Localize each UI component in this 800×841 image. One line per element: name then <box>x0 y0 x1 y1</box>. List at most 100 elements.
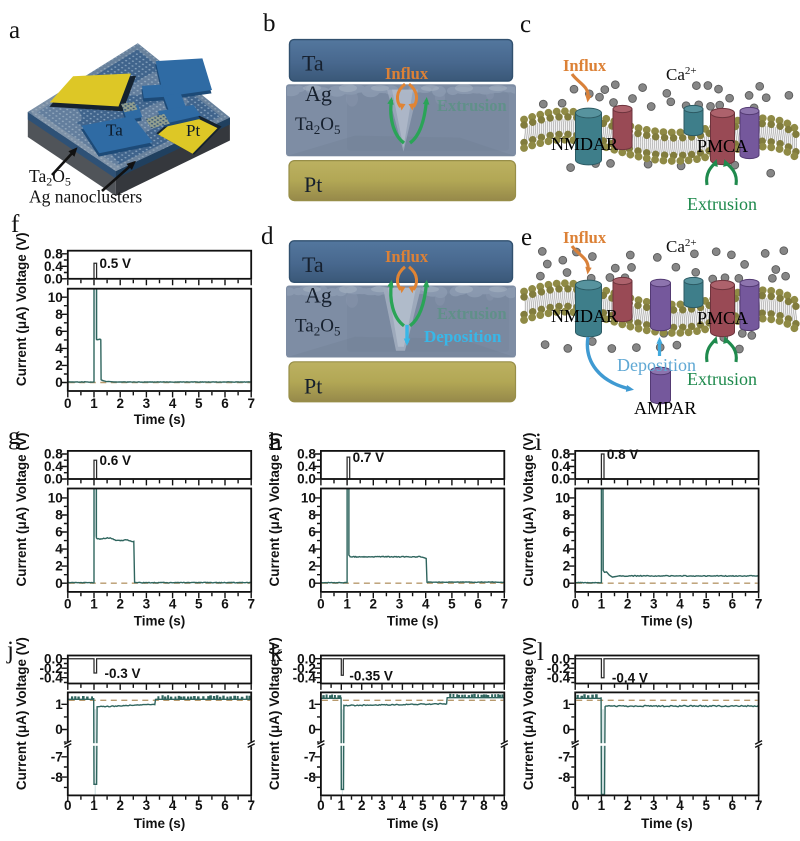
svg-text:0: 0 <box>563 576 571 591</box>
svg-text:2: 2 <box>624 798 632 813</box>
svg-text:-8: -8 <box>51 770 63 785</box>
svg-text:5: 5 <box>195 798 203 813</box>
svg-text:Time (s): Time (s) <box>134 816 186 831</box>
svg-text:4: 4 <box>399 798 407 813</box>
svg-text:6: 6 <box>55 324 63 339</box>
svg-text:Ag nanoclusters: Ag nanoclusters <box>29 187 142 207</box>
svg-text:4: 4 <box>676 798 684 813</box>
svg-text:0.6 V: 0.6 V <box>100 453 132 468</box>
svg-text:c: c <box>520 11 531 38</box>
svg-text:6: 6 <box>729 798 737 813</box>
svg-text:7: 7 <box>247 798 255 813</box>
svg-text:f: f <box>11 211 20 238</box>
svg-text:0.0: 0.0 <box>551 472 570 487</box>
svg-text:Extrusion: Extrusion <box>437 96 507 115</box>
svg-text:1: 1 <box>598 798 606 813</box>
svg-text:1: 1 <box>308 697 316 712</box>
svg-text:5: 5 <box>419 798 427 813</box>
svg-text:7: 7 <box>247 597 255 612</box>
svg-text:3: 3 <box>143 597 151 612</box>
svg-text:0.0: 0.0 <box>44 472 63 487</box>
svg-text:4: 4 <box>308 542 316 557</box>
svg-text:1: 1 <box>338 798 346 813</box>
svg-text:2: 2 <box>563 559 571 574</box>
svg-text:Voltage (V): Voltage (V) <box>521 433 536 503</box>
svg-text:2: 2 <box>358 798 366 813</box>
svg-text:0: 0 <box>55 722 63 737</box>
svg-text:0: 0 <box>571 597 579 612</box>
svg-text:10: 10 <box>301 491 316 506</box>
svg-text:Current (μA): Current (μA) <box>521 711 536 791</box>
svg-text:-0.4: -0.4 <box>293 670 317 685</box>
svg-text:Time (s): Time (s) <box>387 614 439 629</box>
svg-text:Influx: Influx <box>563 228 607 247</box>
svg-text:0.0: 0.0 <box>44 271 63 286</box>
svg-text:Extrusion: Extrusion <box>687 369 757 389</box>
svg-text:8: 8 <box>480 798 488 813</box>
svg-text:2: 2 <box>370 597 378 612</box>
svg-text:6: 6 <box>221 396 229 411</box>
svg-text:i: i <box>535 429 542 456</box>
svg-text:1: 1 <box>90 798 98 813</box>
svg-text:2: 2 <box>116 597 124 612</box>
svg-text:0.8 V: 0.8 V <box>607 447 639 462</box>
svg-text:6: 6 <box>563 525 571 540</box>
svg-text:6: 6 <box>729 597 737 612</box>
svg-text:0: 0 <box>317 597 325 612</box>
svg-text:2: 2 <box>624 597 632 612</box>
svg-text:7: 7 <box>247 396 255 411</box>
svg-text:NMDAR: NMDAR <box>551 306 618 326</box>
svg-text:6: 6 <box>221 798 229 813</box>
svg-text:Influx: Influx <box>385 64 429 83</box>
svg-text:Voltage (V): Voltage (V) <box>14 232 29 302</box>
svg-text:7: 7 <box>755 798 763 813</box>
svg-text:Ta: Ta <box>302 252 324 277</box>
svg-text:Influx: Influx <box>563 56 607 75</box>
svg-text:-8: -8 <box>558 770 570 785</box>
svg-text:Deposition: Deposition <box>424 327 502 346</box>
svg-text:4: 4 <box>55 341 63 356</box>
svg-text:b: b <box>263 10 276 37</box>
svg-text:0: 0 <box>308 722 316 737</box>
svg-text:6: 6 <box>439 798 447 813</box>
svg-text:1: 1 <box>90 396 98 411</box>
svg-text:0: 0 <box>317 798 325 813</box>
svg-text:0.0: 0.0 <box>297 472 316 487</box>
svg-text:PMCA: PMCA <box>697 308 748 328</box>
svg-text:-7: -7 <box>304 749 316 764</box>
svg-text:Time (s): Time (s) <box>641 816 693 831</box>
svg-text:7: 7 <box>755 597 763 612</box>
svg-text:9: 9 <box>501 798 509 813</box>
svg-text:-8: -8 <box>304 770 316 785</box>
svg-text:4: 4 <box>169 396 177 411</box>
svg-text:Current (μA): Current (μA) <box>14 307 29 387</box>
svg-text:10: 10 <box>48 290 63 305</box>
svg-text:-0.4: -0.4 <box>40 670 64 685</box>
svg-text:-0.4: -0.4 <box>547 670 571 685</box>
svg-text:Pt: Pt <box>304 172 322 197</box>
svg-text:Current (μA): Current (μA) <box>14 711 29 791</box>
svg-text:h: h <box>269 429 282 456</box>
svg-text:5: 5 <box>702 597 710 612</box>
svg-text:0: 0 <box>64 798 72 813</box>
svg-text:1: 1 <box>563 697 571 712</box>
svg-text:k: k <box>270 640 283 667</box>
svg-text:g: g <box>8 423 21 450</box>
svg-text:2: 2 <box>308 559 316 574</box>
svg-text:-7: -7 <box>51 749 63 764</box>
svg-text:6: 6 <box>55 525 63 540</box>
svg-text:d: d <box>261 223 274 250</box>
svg-text:1: 1 <box>598 597 606 612</box>
svg-text:1: 1 <box>90 597 98 612</box>
svg-text:8: 8 <box>308 508 316 523</box>
svg-text:2: 2 <box>116 396 124 411</box>
svg-text:0: 0 <box>64 597 72 612</box>
svg-text:Extrusion: Extrusion <box>687 194 757 214</box>
svg-text:-0.3 V: -0.3 V <box>105 666 141 681</box>
svg-text:Current (μA): Current (μA) <box>521 507 536 587</box>
svg-text:1: 1 <box>343 597 351 612</box>
svg-text:3: 3 <box>650 597 658 612</box>
svg-text:4: 4 <box>55 542 63 557</box>
svg-text:Time (s): Time (s) <box>134 412 186 427</box>
svg-text:0: 0 <box>563 722 571 737</box>
